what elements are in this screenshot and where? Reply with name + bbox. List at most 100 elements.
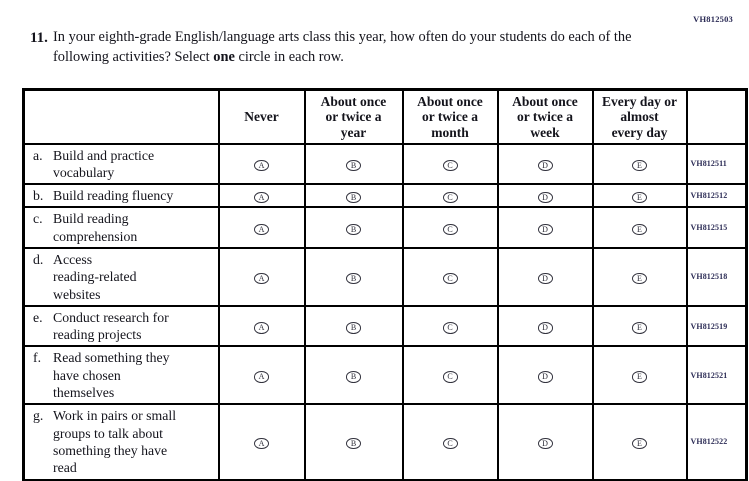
option-cell-year: B bbox=[303, 304, 404, 348]
answer-bubble-e[interactable]: E bbox=[632, 191, 647, 204]
header-cell-never: Never bbox=[217, 88, 306, 145]
activity-label: Build and practice vocabulary bbox=[53, 147, 155, 180]
question-bold-word: one bbox=[213, 48, 235, 65]
activity-label: Work in pairs or small groups to talk ab… bbox=[53, 408, 177, 476]
answer-bubble-d[interactable]: D bbox=[537, 371, 553, 383]
activity-label-cell: e. Conduct research for reading projects bbox=[22, 304, 220, 348]
answer-bubble-a[interactable]: A bbox=[254, 322, 269, 334]
answer-bubble-b[interactable]: B bbox=[346, 437, 361, 450]
header-row: Never About once or twice a year About o… bbox=[22, 88, 748, 145]
answer-bubble-a[interactable]: A bbox=[254, 272, 269, 285]
option-cell-year: B bbox=[303, 206, 404, 249]
row-letter: a. bbox=[33, 147, 43, 163]
answer-bubble-a[interactable]: A bbox=[254, 437, 269, 450]
answer-bubble-c[interactable]: C bbox=[442, 159, 458, 172]
activity-label: Access reading-related websites bbox=[53, 251, 137, 302]
row-letter: d. bbox=[33, 251, 44, 267]
option-cell-week: D bbox=[496, 246, 594, 307]
question-number: 11. bbox=[30, 30, 48, 46]
option-cell-never: A bbox=[217, 206, 306, 249]
option-cell-everyday: E bbox=[591, 183, 688, 209]
answer-bubble-c[interactable]: C bbox=[442, 272, 458, 285]
row-code: VH812518 bbox=[685, 246, 748, 307]
answer-bubble-b[interactable]: B bbox=[346, 322, 361, 334]
activity-label: Build reading fluency bbox=[53, 188, 174, 204]
answer-bubble-e[interactable]: E bbox=[632, 272, 647, 285]
answer-bubble-e[interactable]: E bbox=[632, 223, 647, 236]
activity-label-cell: g. Work in pairs or small groups to talk… bbox=[22, 403, 220, 481]
answer-bubble-b[interactable]: B bbox=[346, 223, 361, 236]
answer-bubble-b[interactable]: B bbox=[346, 272, 361, 285]
option-cell-week: D bbox=[496, 403, 594, 481]
table-row: a. Build and practice vocabulary A B C D… bbox=[22, 142, 748, 186]
answer-bubble-e[interactable]: E bbox=[632, 322, 647, 334]
activity-label: Conduct research for reading projects bbox=[53, 309, 169, 343]
option-cell-week: D bbox=[496, 142, 594, 186]
option-cell-week: D bbox=[496, 345, 594, 406]
answer-bubble-a[interactable]: A bbox=[254, 159, 269, 172]
answer-bubble-e[interactable]: E bbox=[632, 437, 647, 450]
option-cell-year: B bbox=[303, 345, 404, 406]
option-cell-month: C bbox=[401, 206, 499, 249]
option-cell-never: A bbox=[217, 304, 306, 348]
answer-bubble-d[interactable]: D bbox=[537, 322, 553, 334]
option-cell-everyday: E bbox=[591, 246, 688, 307]
answer-bubble-d[interactable]: D bbox=[537, 437, 553, 450]
row-code: VH812512 bbox=[685, 183, 748, 209]
activity-label-cell: b. Build reading fluency bbox=[22, 183, 220, 209]
option-cell-everyday: E bbox=[591, 142, 688, 186]
question-text: In your eighth-grade English/language ar… bbox=[53, 28, 653, 68]
row-letter: g. bbox=[33, 408, 44, 424]
table-row: e. Conduct research for reading projects… bbox=[22, 304, 748, 348]
header-cell-everyday: Every day or almost every day bbox=[591, 88, 688, 145]
option-cell-everyday: E bbox=[591, 206, 688, 249]
activity-label-cell: a. Build and practice vocabulary bbox=[22, 142, 220, 186]
option-cell-month: C bbox=[401, 142, 499, 186]
option-cell-month: C bbox=[401, 183, 499, 209]
answer-bubble-b[interactable]: B bbox=[346, 191, 361, 204]
frequency-table: Never About once or twice a year About o… bbox=[22, 88, 748, 481]
row-code: VH812521 bbox=[685, 345, 748, 406]
option-cell-everyday: E bbox=[591, 403, 688, 481]
activity-label: Read something they have chosen themselv… bbox=[53, 350, 170, 401]
row-letter: b. bbox=[33, 188, 44, 204]
row-letter: f. bbox=[33, 350, 42, 366]
answer-bubble-d[interactable]: D bbox=[537, 159, 553, 172]
answer-bubble-d[interactable]: D bbox=[537, 223, 553, 236]
question-text-before: In your eighth-grade English/language ar… bbox=[53, 29, 632, 65]
table-row: b. Build reading fluency A B C D E VH812… bbox=[22, 183, 748, 209]
row-letter: c. bbox=[33, 211, 43, 227]
option-cell-month: C bbox=[401, 345, 499, 406]
answer-bubble-a[interactable]: A bbox=[254, 371, 269, 383]
answer-bubble-c[interactable]: C bbox=[442, 322, 458, 334]
answer-bubble-a[interactable]: A bbox=[254, 223, 269, 236]
option-cell-month: C bbox=[401, 246, 499, 307]
option-cell-never: A bbox=[217, 403, 306, 481]
option-cell-everyday: E bbox=[591, 304, 688, 348]
answer-bubble-b[interactable]: B bbox=[346, 371, 361, 383]
answer-bubble-d[interactable]: D bbox=[537, 191, 553, 204]
answer-bubble-d[interactable]: D bbox=[537, 272, 553, 285]
answer-bubble-c[interactable]: C bbox=[442, 223, 458, 236]
answer-bubble-e[interactable]: E bbox=[632, 159, 647, 172]
answer-bubble-c[interactable]: C bbox=[442, 437, 458, 450]
answer-bubble-e[interactable]: E bbox=[632, 371, 647, 383]
header-cell-year: About once or twice a year bbox=[303, 88, 404, 145]
answer-bubble-c[interactable]: C bbox=[442, 371, 458, 383]
row-letter: e. bbox=[33, 309, 43, 325]
activity-label-cell: d. Access reading-related websites bbox=[22, 246, 220, 307]
answer-bubble-a[interactable]: A bbox=[254, 191, 269, 204]
question-text-after: circle in each row. bbox=[234, 48, 344, 65]
row-code: VH812515 bbox=[685, 206, 748, 249]
question-block: 11. In your eighth-grade English/languag… bbox=[30, 28, 670, 68]
header-cell-blank bbox=[22, 88, 220, 145]
row-code: VH812511 bbox=[685, 142, 748, 186]
option-cell-week: D bbox=[496, 183, 594, 209]
option-cell-year: B bbox=[303, 403, 404, 481]
header-cell-week: About once or twice a week bbox=[496, 88, 594, 145]
option-cell-month: C bbox=[401, 304, 499, 348]
option-cell-never: A bbox=[217, 142, 306, 186]
activity-label: Build reading comprehension bbox=[53, 211, 138, 244]
answer-bubble-c[interactable]: C bbox=[442, 191, 458, 204]
answer-bubble-b[interactable]: B bbox=[346, 159, 361, 172]
